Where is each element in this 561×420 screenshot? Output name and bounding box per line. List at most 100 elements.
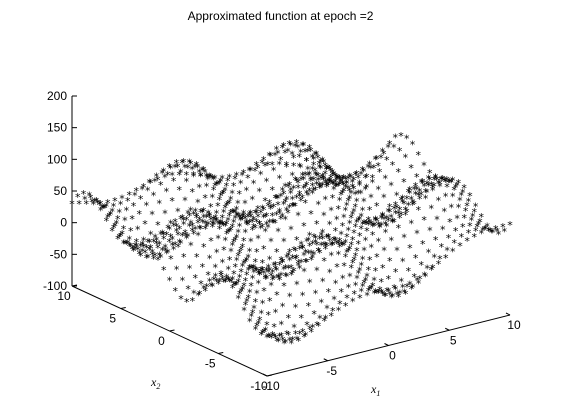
surface-point: * bbox=[228, 207, 234, 220]
surface-point: * bbox=[139, 183, 145, 196]
surface-point: * bbox=[98, 205, 104, 218]
surface-point: * bbox=[433, 172, 439, 185]
surface-point: * bbox=[337, 195, 343, 208]
surface-point: * bbox=[158, 229, 164, 242]
surface-point: * bbox=[225, 214, 231, 227]
surface-point: * bbox=[437, 181, 443, 194]
surface-point: * bbox=[180, 274, 186, 287]
surface-point: * bbox=[267, 264, 273, 277]
surface-point: * bbox=[356, 268, 362, 281]
surface-point: * bbox=[298, 147, 304, 160]
surface-point: * bbox=[341, 212, 347, 225]
surface-point: * bbox=[429, 264, 435, 277]
surface-point: * bbox=[131, 200, 137, 213]
surface-point: * bbox=[303, 247, 309, 260]
surface-point: * bbox=[189, 186, 195, 199]
surface-point: * bbox=[289, 338, 295, 351]
surface-point: * bbox=[222, 184, 228, 197]
surface-point: * bbox=[424, 178, 430, 191]
surface-point: * bbox=[384, 154, 390, 167]
x1-tick-label: -10 bbox=[262, 379, 280, 393]
surface-point: * bbox=[244, 295, 250, 308]
surface-point: * bbox=[271, 331, 277, 344]
surface-point: * bbox=[481, 224, 487, 237]
surface-point: * bbox=[364, 171, 370, 184]
surface-point: * bbox=[234, 204, 240, 217]
surface-point: * bbox=[240, 261, 246, 274]
surface-point: * bbox=[139, 238, 145, 251]
surface-point: * bbox=[315, 175, 321, 188]
surface-point: * bbox=[288, 140, 294, 153]
surface-point: * bbox=[297, 262, 303, 275]
surface-point: * bbox=[373, 215, 379, 228]
surface-point: * bbox=[245, 211, 251, 224]
surface-point: * bbox=[420, 176, 426, 189]
surface-point: * bbox=[328, 177, 334, 190]
surface-point: * bbox=[338, 176, 344, 189]
surface-point: * bbox=[373, 214, 379, 227]
surface-point: * bbox=[191, 171, 197, 184]
surface-point: * bbox=[188, 239, 194, 252]
surface-point: * bbox=[345, 195, 351, 208]
surface-point: * bbox=[333, 278, 339, 291]
surface-point: * bbox=[276, 336, 282, 349]
surface-point: * bbox=[297, 151, 303, 164]
surface-point: * bbox=[310, 238, 316, 251]
surface-point: * bbox=[336, 305, 342, 318]
surface-point: * bbox=[255, 211, 261, 224]
surface-point: * bbox=[148, 229, 154, 242]
surface-point: * bbox=[300, 242, 306, 255]
surface-point: * bbox=[416, 278, 422, 291]
surface-point: * bbox=[316, 320, 322, 333]
surface-point: * bbox=[380, 288, 386, 301]
surface-point: * bbox=[267, 295, 273, 308]
surface-point: * bbox=[381, 192, 387, 205]
surface-point: * bbox=[312, 184, 318, 197]
surface-point: * bbox=[347, 218, 353, 231]
surface-point: * bbox=[307, 185, 313, 198]
surface-point: * bbox=[277, 259, 283, 272]
surface-point: * bbox=[88, 192, 94, 205]
surface-point: * bbox=[321, 315, 327, 328]
surface-point: * bbox=[434, 174, 440, 187]
surface-point: * bbox=[264, 210, 270, 223]
surface-point: * bbox=[383, 219, 389, 232]
surface-point: * bbox=[270, 329, 276, 342]
surface-point: * bbox=[174, 226, 180, 239]
surface-point: * bbox=[128, 241, 134, 254]
surface-point: * bbox=[456, 177, 462, 190]
surface-point: * bbox=[401, 198, 407, 211]
x2-tick-mark bbox=[71, 284, 78, 287]
surface-point: * bbox=[419, 259, 425, 272]
surface-point: * bbox=[215, 200, 221, 213]
surface-point: * bbox=[383, 290, 389, 303]
surface-point: * bbox=[316, 245, 322, 258]
surface-point: * bbox=[154, 171, 160, 184]
surface-point: * bbox=[354, 217, 360, 230]
surface-point: * bbox=[117, 231, 123, 244]
surface-point: * bbox=[352, 169, 358, 182]
surface-point: * bbox=[232, 212, 238, 225]
surface-point: * bbox=[241, 167, 247, 180]
surface-point: * bbox=[344, 231, 350, 244]
surface-point: * bbox=[207, 252, 213, 265]
surface-point: * bbox=[350, 176, 356, 189]
surface-point: * bbox=[474, 221, 480, 234]
surface-point: * bbox=[161, 264, 167, 277]
surface-point: * bbox=[470, 210, 476, 223]
surface-point: * bbox=[251, 267, 257, 280]
surface-point: * bbox=[390, 291, 396, 304]
surface-point: * bbox=[144, 200, 150, 213]
surface-point: * bbox=[341, 260, 347, 273]
surface-point: * bbox=[440, 224, 446, 237]
surface-point: * bbox=[197, 181, 203, 194]
surface-point: * bbox=[212, 173, 218, 186]
surface-point: * bbox=[274, 192, 280, 205]
surface-point: * bbox=[171, 220, 177, 233]
x2-tick-label: -10 bbox=[250, 379, 268, 393]
surface-point: * bbox=[180, 212, 186, 225]
surface-point: * bbox=[337, 173, 343, 186]
surface-point: * bbox=[137, 248, 143, 261]
surface-point: * bbox=[403, 204, 409, 217]
surface-point: * bbox=[308, 175, 314, 188]
